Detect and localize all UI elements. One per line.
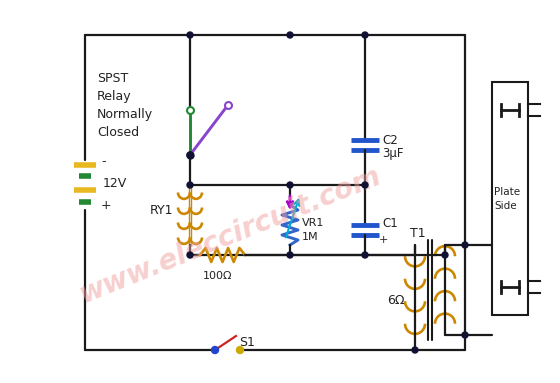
Text: Plate
Side: Plate Side — [494, 187, 520, 211]
Text: www.eleccircuit.com: www.eleccircuit.com — [75, 162, 385, 308]
Text: C2: C2 — [382, 134, 398, 147]
Text: RY1: RY1 — [150, 203, 174, 216]
Bar — [492, 82, 528, 315]
Text: -: - — [101, 155, 105, 169]
Text: T1: T1 — [410, 226, 426, 239]
Circle shape — [412, 347, 418, 353]
Circle shape — [362, 32, 368, 38]
Circle shape — [236, 347, 244, 354]
Text: VR1
1M: VR1 1M — [302, 218, 324, 242]
Text: +: + — [101, 198, 111, 211]
Circle shape — [462, 242, 468, 248]
Text: 12V: 12V — [103, 177, 127, 190]
Circle shape — [187, 182, 193, 188]
Text: S1: S1 — [240, 336, 255, 349]
Circle shape — [187, 32, 193, 38]
Text: C1: C1 — [382, 216, 398, 229]
Circle shape — [287, 252, 293, 258]
Text: 6Ω: 6Ω — [387, 293, 404, 306]
Text: SPST
Relay
Normally
Closed: SPST Relay Normally Closed — [97, 72, 153, 139]
Circle shape — [287, 32, 293, 38]
Text: 100Ω: 100Ω — [203, 271, 232, 281]
Text: +: + — [379, 235, 389, 245]
Circle shape — [187, 252, 193, 258]
Circle shape — [442, 252, 448, 258]
Circle shape — [362, 252, 368, 258]
Circle shape — [187, 152, 193, 158]
Circle shape — [212, 347, 218, 354]
Circle shape — [287, 182, 293, 188]
Circle shape — [362, 182, 368, 188]
Text: 3μF: 3μF — [382, 147, 404, 159]
Circle shape — [462, 332, 468, 338]
